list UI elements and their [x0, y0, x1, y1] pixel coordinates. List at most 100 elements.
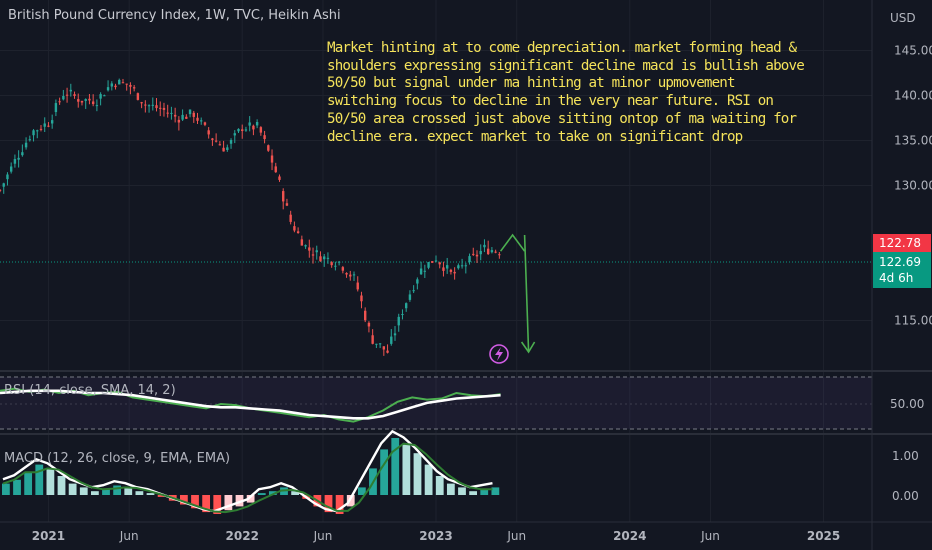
bar-countdown: 4d 6h [879, 271, 914, 285]
candle-body-35 [129, 84, 132, 87]
macd-bar-35 [391, 438, 400, 495]
candle-body-82 [304, 245, 307, 247]
time-tick-7: Jun [700, 529, 720, 543]
rsi-title: RSI (14, close, SMA, 14, 2) [4, 383, 176, 398]
candle-body-31 [114, 85, 117, 88]
macd-bar-24 [268, 491, 277, 495]
rsi-line-sma [0, 389, 501, 420]
macd-bar-37 [413, 453, 422, 495]
candle-body-119 [442, 267, 445, 271]
candle-body-59 [218, 144, 222, 146]
candle-body-106 [393, 333, 397, 336]
last-price-tag: 122.78 [873, 234, 931, 252]
candle-body-41 [151, 104, 154, 106]
macd-bar-5 [57, 476, 66, 495]
axis-labels: 145.00 140.00 135.00 130.00 115.00 USD 50.00 1.… [32, 11, 932, 543]
candle-body-48 [177, 119, 181, 123]
candle-body-105 [390, 336, 393, 344]
macd-bar-14 [157, 495, 166, 497]
price-tick-1: 140.00 [894, 89, 932, 103]
candle-body-9 [32, 130, 35, 136]
candle-body-125 [464, 265, 468, 267]
candle-body-44 [162, 107, 166, 110]
candle-body-103 [382, 346, 386, 350]
macd-bar-3 [35, 464, 44, 495]
candle-body-78 [289, 214, 292, 222]
candle-body-93 [345, 273, 348, 275]
candle-body-28 [103, 95, 106, 97]
candle-body-40 [147, 105, 151, 107]
macd-bar-39 [435, 476, 444, 495]
candle-body-50 [185, 116, 188, 119]
candle-body-126 [468, 256, 471, 263]
price-tick-4: 115.00 [894, 314, 932, 328]
macd-title: MACD (12, 26, close, 9, EMA, EMA) [4, 451, 230, 466]
time-tick-8: 2025 [807, 529, 840, 543]
candle-body-107 [397, 316, 400, 326]
macd-bar-42 [469, 491, 478, 495]
candle-body-99 [367, 322, 371, 327]
candle-body-112 [416, 279, 419, 284]
macd-bar-2 [24, 472, 33, 495]
candle-body-131 [486, 248, 490, 255]
macd-bar-20 [224, 495, 233, 511]
candle-body-8 [28, 139, 32, 141]
candle-body-118 [438, 262, 441, 265]
macd-bar-6 [68, 483, 77, 495]
candle-body-26 [95, 105, 99, 107]
candle-body-14 [50, 120, 54, 124]
candle-body-10 [36, 130, 39, 132]
candle-body-94 [349, 274, 352, 277]
lightning-bolt-icon[interactable] [489, 344, 509, 364]
rsi-band [0, 377, 872, 429]
candle-body-88 [326, 257, 330, 259]
candle-body-19 [69, 89, 73, 92]
candle-body-62 [229, 140, 233, 144]
macd-bar-0 [2, 483, 10, 495]
price-tick-2: 135.00 [894, 134, 932, 148]
candle-body-86 [319, 256, 322, 262]
current-price-tag: 122.69 4d 6h [873, 252, 931, 288]
candle-body-32 [118, 79, 121, 85]
candle-body-102 [378, 343, 382, 345]
candle-body-70 [259, 127, 263, 133]
candle-body-63 [233, 133, 236, 136]
candle-body-116 [431, 261, 434, 263]
flash-icon-group[interactable] [489, 344, 509, 364]
candle-body-124 [460, 265, 464, 267]
candle-body-22 [80, 100, 84, 103]
candlestick-series [0, 78, 501, 356]
macd-bar-4 [46, 468, 55, 495]
candle-body-20 [73, 94, 76, 96]
candle-body-95 [352, 274, 356, 276]
price-tick-0: 145.00 [894, 44, 932, 58]
candle-body-0 [0, 189, 2, 191]
candle-body-128 [475, 254, 479, 257]
candle-body-65 [241, 129, 244, 131]
candle-body-75 [278, 176, 281, 180]
candle-body-69 [255, 122, 259, 126]
candle-body-72 [267, 145, 270, 151]
candle-body-97 [360, 295, 363, 302]
candle-body-90 [334, 265, 337, 267]
time-tick-3: Jun [313, 529, 333, 543]
macd-bar-31 [346, 495, 355, 507]
candle-body-129 [479, 250, 482, 255]
candle-body-91 [337, 261, 341, 263]
candle-body-36 [132, 87, 136, 89]
candle-body-87 [323, 256, 326, 260]
time-tick-2: 2022 [226, 529, 259, 543]
candle-body-71 [263, 135, 266, 140]
candle-body-21 [77, 99, 80, 102]
candle-body-110 [408, 294, 412, 300]
candle-body-53 [196, 117, 199, 121]
macd-pane: MACD (12, 26, close, 9, EMA, EMA) [2, 429, 500, 514]
candle-body-46 [170, 112, 173, 114]
time-tick-5: Jun [506, 529, 526, 543]
candle-body-1 [2, 183, 5, 187]
macd-bar-26 [291, 491, 300, 495]
candle-body-74 [274, 166, 277, 173]
macd-bar-7 [79, 487, 88, 495]
price-tick-3: 130.00 [894, 179, 932, 193]
